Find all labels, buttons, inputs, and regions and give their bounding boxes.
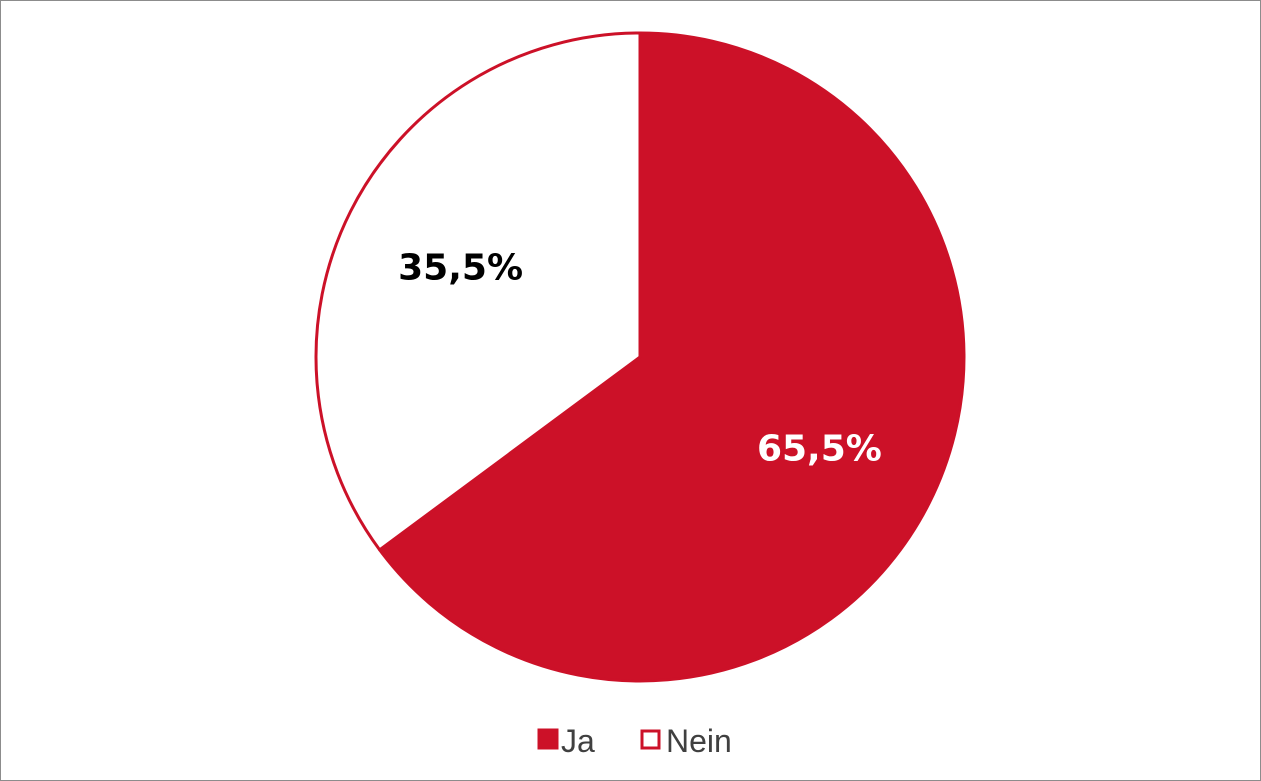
legend-swatch-nein: [640, 729, 661, 750]
pie-slice-ja: [378, 31, 966, 683]
legend-label-nein: Nein: [666, 723, 732, 759]
pie-label-nein: 35,5%: [398, 248, 523, 289]
legend-swatch-ja: [537, 728, 559, 750]
legend: Ja Nein: [537, 723, 732, 759]
pie-label-ja: 65,5%: [757, 428, 882, 469]
legend-label-ja: Ja: [561, 723, 595, 759]
pie-labels: 65,5% 35,5%: [398, 248, 882, 470]
pie-slice-nein: [314, 31, 642, 552]
pie-slices: [314, 31, 966, 683]
